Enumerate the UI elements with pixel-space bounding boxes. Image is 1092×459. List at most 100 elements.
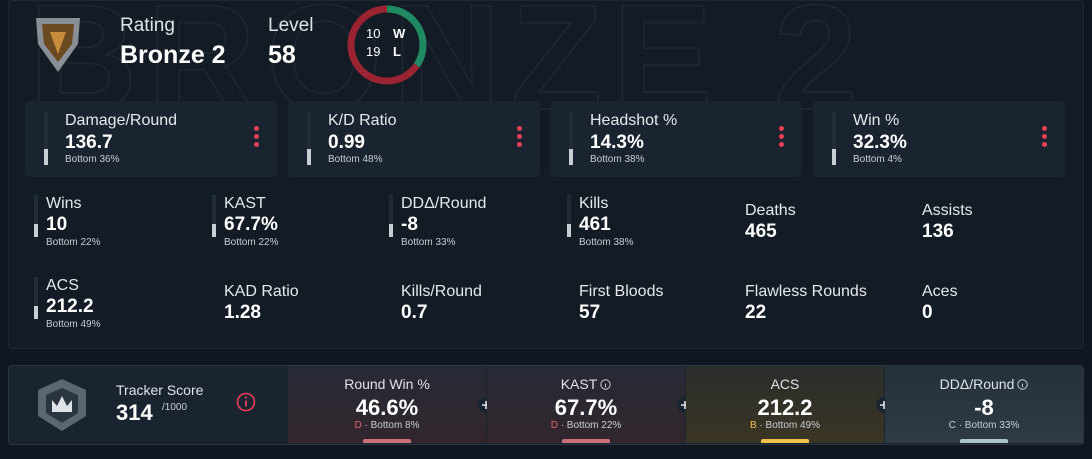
- win-arc: [347, 5, 427, 85]
- menu-dot: [1042, 142, 1047, 147]
- card-sub: Bottom 38%: [590, 154, 645, 165]
- rating-label: Rating: [120, 15, 175, 36]
- stat-sub: Bottom 22%: [224, 237, 279, 248]
- info-icon: [1017, 379, 1029, 390]
- metric-label: DDΔ/Round: [939, 376, 1015, 392]
- metric-percentile: · Bottom 22%: [560, 420, 622, 431]
- menu-dot: [1042, 134, 1047, 139]
- metric-grade: D: [550, 420, 558, 431]
- menu-dot: [1042, 126, 1047, 131]
- percentile-bar: [44, 111, 48, 165]
- stat-value: 212.2: [46, 296, 94, 317]
- stat-label: Assists: [922, 202, 973, 219]
- percentile-bar: [212, 195, 216, 237]
- card-sub: Bottom 4%: [853, 154, 902, 165]
- tracker-icon: [38, 379, 86, 431]
- stat-value: 10: [46, 214, 68, 235]
- percentile-bar: [34, 195, 38, 237]
- card-value: 0.99: [328, 132, 365, 153]
- card-label: Damage/Round: [65, 112, 178, 129]
- stat-value: 57: [579, 302, 601, 323]
- percentile-fill: [389, 224, 393, 237]
- percentile-fill: [569, 149, 573, 165]
- menu-dot: [254, 142, 259, 147]
- stat-label: ACS: [46, 277, 79, 294]
- metric-title: Round Win %: [288, 376, 486, 392]
- stat-value: 0: [922, 302, 933, 323]
- card-label: Headshot %: [590, 112, 678, 129]
- metric-label: Round Win %: [344, 376, 430, 392]
- icon-core: [50, 32, 66, 54]
- wins: 10: [366, 26, 381, 41]
- stat-sub: Bottom 22%: [46, 237, 101, 248]
- percentile-fill: [44, 149, 48, 165]
- stat-card: [25, 101, 277, 177]
- metric-sub: D · Bottom 8%: [288, 420, 486, 431]
- percentile-fill: [832, 149, 836, 165]
- stat-label: Wins: [46, 195, 82, 212]
- percentile-bar: [832, 111, 836, 165]
- metric-label: ACS: [770, 376, 800, 392]
- stat-card: [550, 101, 802, 177]
- percentile-bar: [567, 195, 571, 237]
- tracker-label: Tracker Score: [116, 382, 204, 398]
- menu-dot: [254, 134, 259, 139]
- record-ring: [347, 5, 427, 85]
- stat-card: [813, 101, 1065, 177]
- stat-sub: Bottom 49%: [46, 319, 101, 330]
- percentile-bar: [569, 111, 573, 165]
- menu-dot: [517, 126, 522, 131]
- menu-dot: [517, 142, 522, 147]
- stat-label: Kills: [579, 195, 609, 212]
- menu-dot: [779, 134, 784, 139]
- menu-dot: [779, 142, 784, 147]
- loss-arc: [347, 5, 427, 85]
- menu-dot: [254, 126, 259, 131]
- stat-label: First Bloods: [579, 283, 664, 300]
- stat-sub: Bottom 38%: [579, 237, 634, 248]
- stat-label: KAST: [224, 195, 266, 212]
- tracker-score: 314: [116, 400, 153, 425]
- stat-value: 22: [745, 302, 767, 323]
- stat-value: 461: [579, 214, 611, 235]
- stat-value: 0.7: [401, 302, 428, 323]
- metric-title: DDΔ/Round: [885, 376, 1083, 392]
- stat-value: 1.28: [224, 302, 261, 323]
- percentile-bar: [34, 277, 38, 319]
- metric-bar: [562, 439, 610, 443]
- card-value: 14.3%: [590, 132, 644, 153]
- metric-title: KAST: [487, 376, 685, 392]
- metric-grade: D: [354, 420, 362, 431]
- metric-percentile: · Bottom 33%: [958, 420, 1020, 431]
- metric-box: ACS 212.2 B · Bottom 49%: [686, 366, 884, 443]
- metric-sub: B · Bottom 49%: [686, 420, 884, 431]
- rank-icon: [36, 18, 80, 72]
- metric-title: ACS: [686, 376, 884, 392]
- menu-dot: [779, 126, 784, 131]
- stat-value: 67.7%: [224, 214, 278, 235]
- metric-box: DDΔ/Round -8 C · Bottom 33%: [885, 366, 1083, 443]
- metric-box: KAST 67.7% D · Bottom 22%: [487, 366, 685, 443]
- card-value: 32.3%: [853, 132, 907, 153]
- metric-value: -8: [974, 395, 994, 420]
- percentile-fill: [34, 306, 38, 319]
- metric-label: KAST: [560, 376, 598, 392]
- metric-value: 212.2: [757, 395, 813, 420]
- stat-label: Kills/Round: [401, 283, 482, 300]
- level-label: Level: [268, 15, 314, 36]
- tracker-max: /1000: [162, 402, 188, 413]
- level: 58: [268, 41, 296, 69]
- losses: 19: [366, 44, 381, 59]
- card-value: 136.7: [65, 132, 113, 153]
- metric-bar: [363, 439, 411, 443]
- metric-sub: C · Bottom 33%: [885, 420, 1083, 431]
- rank: Bronze 2: [120, 41, 226, 69]
- card-sub: Bottom 48%: [328, 154, 383, 165]
- metric-bar: [960, 439, 1008, 443]
- percentile-fill: [212, 224, 216, 237]
- card-label: Win %: [853, 112, 900, 129]
- metric-value: 46.6%: [355, 395, 419, 420]
- info-icon: [236, 392, 256, 412]
- stat-value: 465: [745, 221, 777, 242]
